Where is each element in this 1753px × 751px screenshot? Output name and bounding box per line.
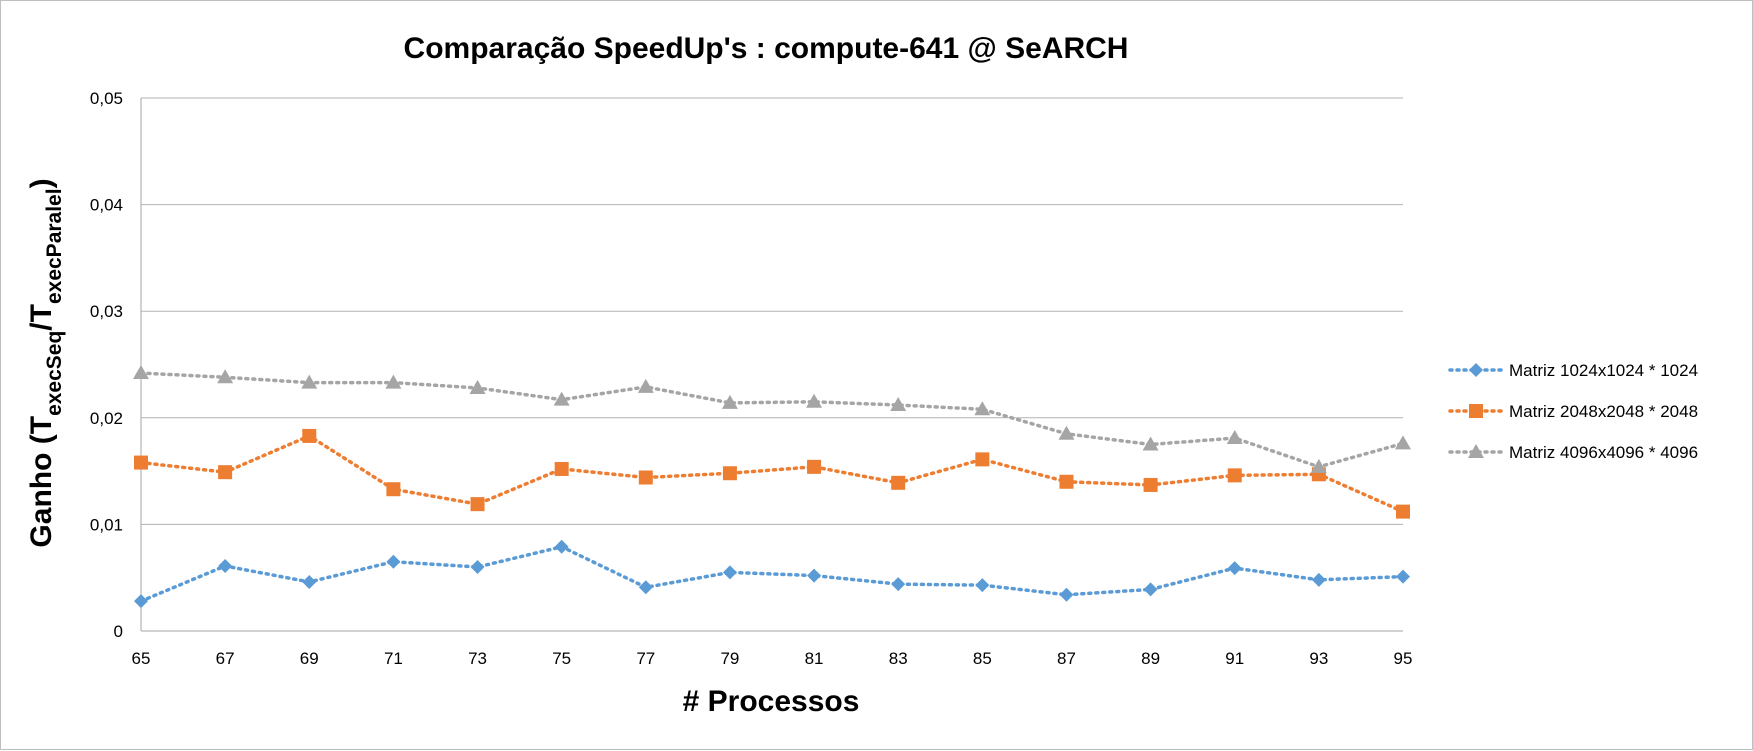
data-point xyxy=(302,574,317,589)
y-tick-labels: 0 0,01 0,02 0,03 0,04 0,05 xyxy=(90,89,123,641)
legend-marker xyxy=(1469,404,1483,418)
data-point xyxy=(134,594,148,609)
x-tick-label: 85 xyxy=(973,649,992,668)
data-point xyxy=(553,391,570,406)
x-tick-label: 89 xyxy=(1141,649,1160,668)
data-point xyxy=(302,428,317,443)
legend-label: Matriz 2048x2048 * 2048 xyxy=(1509,402,1698,421)
data-point xyxy=(974,401,991,416)
data-point xyxy=(721,394,738,409)
x-tick-label: 79 xyxy=(720,649,739,668)
y-tick-label: 0,04 xyxy=(90,196,123,215)
data-point xyxy=(386,482,401,497)
series-3 xyxy=(133,365,1411,473)
data-point xyxy=(470,497,485,512)
x-tick-label: 87 xyxy=(1057,649,1076,668)
data-point xyxy=(1142,436,1159,451)
data-point xyxy=(134,455,148,470)
x-tick-label: 65 xyxy=(132,649,151,668)
x-tick-labels: 65 67 69 71 73 75 77 79 81 83 85 87 89 91 93 95 xyxy=(132,649,1413,668)
data-point xyxy=(891,475,906,490)
data-point xyxy=(638,470,653,485)
data-point xyxy=(807,568,822,583)
y-tick-label: 0,02 xyxy=(90,409,123,428)
y-tick-label: 0,03 xyxy=(90,302,123,321)
data-point xyxy=(975,452,990,467)
data-point xyxy=(218,558,233,573)
data-point xyxy=(301,374,318,389)
data-point xyxy=(554,461,569,476)
chart-title: Comparação SpeedUp's : compute-641 @ SeA… xyxy=(404,32,1129,65)
data-point xyxy=(806,393,823,408)
data-point xyxy=(1143,582,1158,597)
data-point xyxy=(1396,504,1410,519)
data-point xyxy=(1395,435,1411,450)
y-tick-label: 0,05 xyxy=(90,89,123,108)
data-point xyxy=(891,577,906,592)
data-point xyxy=(1226,430,1243,445)
data-point xyxy=(890,397,907,412)
data-point xyxy=(554,539,569,554)
legend-entry: Matriz 1024x1024 * 1024 xyxy=(1448,361,1698,380)
x-tick-label: 73 xyxy=(468,649,487,668)
y-label-sub2: execParalel xyxy=(43,188,66,304)
data-point xyxy=(1396,569,1410,584)
x-tick-label: 95 xyxy=(1394,649,1413,668)
series-line xyxy=(139,371,1405,469)
legend-marker xyxy=(1468,444,1484,458)
data-point xyxy=(1059,587,1074,602)
x-tick-label: 77 xyxy=(636,649,655,668)
legend: Matriz 1024x1024 * 1024 Matriz 2048x2048 … xyxy=(1448,361,1698,462)
y-label-end: ) xyxy=(25,178,58,188)
x-tick-label: 81 xyxy=(805,649,824,668)
data-point xyxy=(470,560,485,575)
x-tick-label: 71 xyxy=(384,649,403,668)
data-point xyxy=(218,465,233,480)
data-point xyxy=(1143,477,1158,492)
data-point xyxy=(1311,572,1326,587)
data-point xyxy=(385,374,402,389)
data-point xyxy=(722,565,737,580)
x-tick-label: 93 xyxy=(1309,649,1328,668)
data-point xyxy=(1059,474,1074,489)
x-axis-label: # Processos xyxy=(683,685,860,718)
series-line xyxy=(139,544,1405,603)
data-point xyxy=(638,580,653,595)
data-point xyxy=(637,378,654,393)
data-point xyxy=(1058,425,1075,440)
data-point xyxy=(1227,468,1242,483)
x-tick-label: 67 xyxy=(216,649,235,668)
y-tick-label: 0 xyxy=(114,622,123,641)
series-1 xyxy=(134,539,1410,609)
y-tick-label: 0,01 xyxy=(90,515,123,534)
data-point xyxy=(217,369,234,384)
legend-marker xyxy=(1469,363,1483,377)
legend-label: Matriz 1024x1024 * 1024 xyxy=(1509,361,1698,380)
series-2 xyxy=(134,428,1410,519)
gridlines xyxy=(141,97,1403,632)
y-axis-label: Ganho (TexecSeq/TexecParalel) xyxy=(25,178,66,547)
data-point xyxy=(975,578,990,593)
x-tick-label: 75 xyxy=(552,649,571,668)
data-point xyxy=(1227,561,1242,576)
data-point xyxy=(469,379,486,394)
series-line xyxy=(139,433,1405,514)
legend-label: Matriz 4096x4096 * 4096 xyxy=(1509,443,1698,462)
y-label-sub1: execSeq xyxy=(43,331,66,416)
x-tick-label: 83 xyxy=(889,649,908,668)
x-tick-label: 91 xyxy=(1225,649,1244,668)
series-layer xyxy=(133,365,1411,609)
data-point xyxy=(133,365,149,380)
data-point xyxy=(722,466,737,481)
data-point xyxy=(1310,458,1327,473)
x-tick-label: 69 xyxy=(300,649,319,668)
legend-entry: Matriz 4096x4096 * 4096 xyxy=(1448,443,1698,462)
data-point xyxy=(807,459,822,474)
y-label-mid: /T xyxy=(25,304,58,331)
y-label-main: Ganho (T xyxy=(25,416,58,548)
legend-entry: Matriz 2048x2048 * 2048 xyxy=(1448,402,1698,421)
data-point xyxy=(386,554,401,569)
